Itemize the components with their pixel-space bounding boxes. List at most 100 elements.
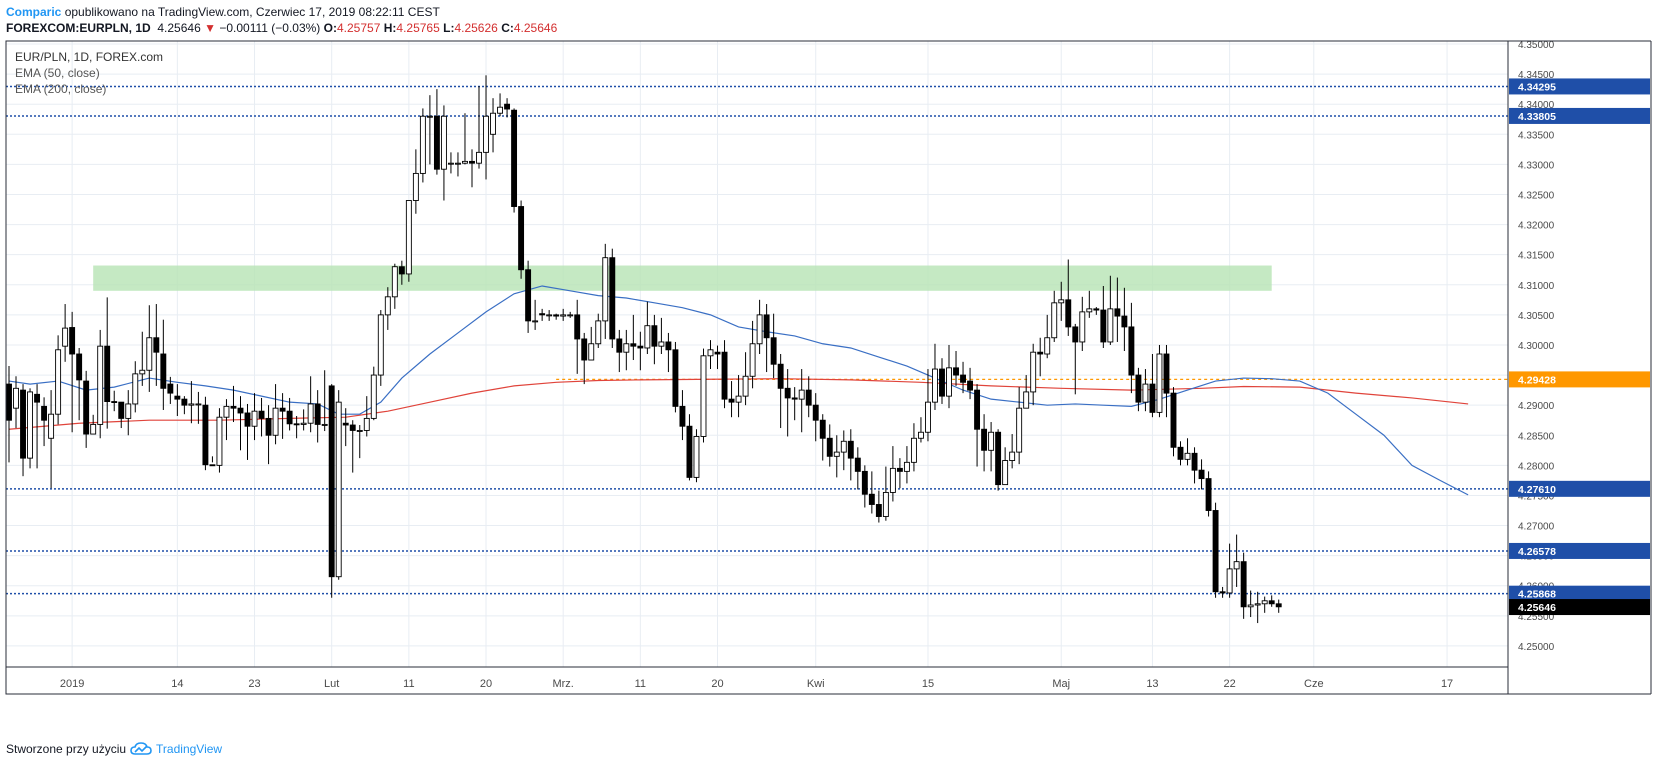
candle-body <box>1184 452 1191 460</box>
candle <box>293 415 300 439</box>
candle-body <box>146 337 153 371</box>
candle-body <box>490 112 496 135</box>
candle-body <box>644 325 651 349</box>
candle-body <box>167 383 174 394</box>
x-tick-label: 11 <box>635 678 646 690</box>
candle-body <box>1261 600 1268 605</box>
candle-body <box>293 423 300 426</box>
candle <box>539 308 546 321</box>
candle <box>455 152 461 177</box>
candle <box>1205 471 1212 517</box>
candle-body <box>981 428 988 451</box>
low-value: 4.25626 <box>454 21 498 35</box>
x-tick-label: 23 <box>248 678 260 690</box>
candle-body <box>469 160 475 164</box>
candle-body <box>20 389 26 459</box>
candle-body <box>384 296 391 316</box>
candle-body <box>623 343 630 353</box>
candle <box>321 370 328 432</box>
candle <box>602 243 609 339</box>
candle-body <box>525 269 532 322</box>
candle-body <box>847 440 854 459</box>
candle <box>946 344 952 409</box>
candle-body <box>910 437 917 463</box>
orange-level-price-tag: 4.29428 <box>1518 374 1556 386</box>
candle-body <box>770 337 777 365</box>
candle-body <box>455 162 461 165</box>
legend-line-2: EMA (50, close) <box>15 66 100 80</box>
level-price-tag-bg <box>1509 542 1650 559</box>
candle-body <box>791 397 798 400</box>
candle-body <box>181 398 188 406</box>
open-label: O: <box>323 21 337 35</box>
candle-body <box>518 206 525 271</box>
candle <box>1037 337 1044 377</box>
candle-body <box>377 314 384 376</box>
candle <box>139 331 146 386</box>
candle <box>391 263 398 309</box>
candle-body <box>665 341 672 351</box>
down-arrow-icon: ▼ <box>204 21 216 35</box>
candle-body <box>55 349 62 415</box>
candle <box>48 390 55 489</box>
tradingview-link[interactable]: TradingView <box>156 742 223 756</box>
candle-body <box>721 351 728 400</box>
candle <box>1058 281 1065 321</box>
candle-body <box>174 395 181 400</box>
candle-body <box>447 162 454 165</box>
candle <box>258 397 265 437</box>
candle-body <box>328 385 335 578</box>
candle-body <box>693 436 700 478</box>
candle <box>840 430 847 471</box>
candle <box>1121 287 1128 351</box>
candle <box>707 340 714 370</box>
candle <box>230 385 237 423</box>
candle-body <box>875 504 882 517</box>
y-tick-label: 4.29000 <box>1518 401 1555 412</box>
candle <box>504 98 511 118</box>
candle-body <box>251 410 258 427</box>
candle-body <box>756 314 763 345</box>
candle-body <box>1023 391 1030 409</box>
candle-body <box>132 373 139 405</box>
candle-body <box>819 419 826 439</box>
price-chart[interactable]: 4.35000 4.34500 4.34000 4.33500 4.33000 4.325… <box>0 0 1653 740</box>
candle-body <box>1128 326 1135 376</box>
footer-created-text: Stworzone przy użyciu <box>6 742 127 756</box>
y-tick-label: 4.30000 <box>1518 341 1555 352</box>
candle <box>447 152 454 174</box>
candle <box>882 466 889 521</box>
candle <box>118 401 125 429</box>
candle-body <box>728 398 735 403</box>
candle <box>216 408 223 473</box>
candle-body <box>118 401 125 419</box>
candle-body <box>419 115 426 174</box>
y-tick-label: 4.32500 <box>1518 190 1555 201</box>
candle <box>195 391 202 424</box>
candle <box>426 95 433 165</box>
candle <box>1114 277 1121 342</box>
candle <box>693 429 700 483</box>
candle-body <box>1107 308 1114 343</box>
candle-body <box>433 115 440 170</box>
candle-body <box>903 461 910 472</box>
level-price-tag: 4.33805 <box>1518 111 1556 123</box>
x-tick-label: 15 <box>922 678 934 690</box>
candle-body <box>1093 308 1100 311</box>
candle <box>469 149 475 188</box>
candle-body <box>335 401 342 578</box>
candle <box>1107 275 1114 345</box>
candle-body <box>651 325 658 347</box>
brand-link[interactable]: Comparic <box>6 5 62 19</box>
candle <box>546 310 553 321</box>
legend-line-3: EMA (200, close) <box>15 82 106 96</box>
candle-body <box>209 464 216 467</box>
candle <box>868 471 875 514</box>
candle <box>728 381 735 418</box>
candle <box>307 376 314 433</box>
candle-body <box>1058 299 1065 304</box>
candle <box>567 311 574 318</box>
candle <box>419 108 426 183</box>
candle-body <box>1268 600 1275 605</box>
candle-body <box>630 343 637 347</box>
